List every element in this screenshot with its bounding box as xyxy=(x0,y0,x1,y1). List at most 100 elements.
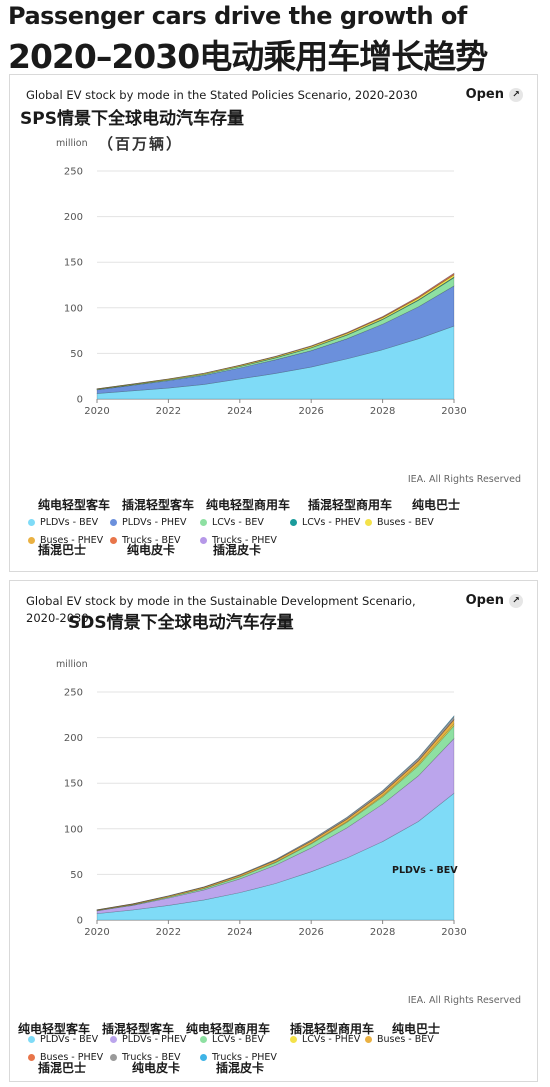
area-series-trucks-bev[interactable] xyxy=(96,272,455,390)
y-tick-label: 150 xyxy=(64,258,83,269)
y-axis-unit: million xyxy=(56,138,88,149)
legend-swatch xyxy=(28,1054,35,1061)
rights-notice: IEA. All Rights Reserved xyxy=(407,995,521,1006)
x-tick-label: 2022 xyxy=(156,406,181,417)
legend-label-zh: 插混轻型客车 xyxy=(122,498,195,512)
area-chart-sds: 0 50 100 150 200 250 2020 2022 2024 2026 2028 2030 xyxy=(64,688,467,939)
y-tick-label: 150 xyxy=(64,779,83,790)
x-tick-label: 2024 xyxy=(227,406,252,417)
chart-title-zh: SDS情景下全球电动汽车存量 xyxy=(68,613,294,633)
external-link-icon: ↗ xyxy=(509,87,523,102)
legend-label: Trucks - BEV xyxy=(122,535,181,546)
y-tick-label: 50 xyxy=(70,870,83,881)
legend-item[interactable]: Trucks - PHEV xyxy=(200,535,277,546)
area-chart-sps: 0 50 100 150 200 250 2020 2022 2024 2026 2028 2030 xyxy=(64,167,467,418)
legend-label: LCVs - BEV xyxy=(212,517,264,528)
chart-panel-sps: Global EV stock by mode in the Stated Po… xyxy=(9,74,538,572)
area-series-buses-bev[interactable] xyxy=(96,719,455,911)
legend-label: Trucks - PHEV xyxy=(212,1052,277,1063)
legend-swatch xyxy=(28,1036,35,1043)
series-annotation: PLDVs - BEV xyxy=(392,865,458,876)
legend-label: PLDVs - BEV xyxy=(40,517,99,528)
legend-label-zh: 纯电皮卡 xyxy=(127,543,176,557)
legend-swatch xyxy=(200,519,207,526)
x-tick-label: 2030 xyxy=(441,406,466,417)
legend-label: Buses - BEV xyxy=(377,517,434,528)
legend-label-zh: 纯电巴士 xyxy=(412,498,461,512)
legend-item[interactable]: PLDVs - BEV xyxy=(28,1034,98,1045)
legend-swatch xyxy=(290,1036,297,1043)
legend-swatch xyxy=(28,519,35,526)
y-tick-label: 200 xyxy=(64,733,83,744)
legend-label: PLDVs - PHEV xyxy=(122,517,187,528)
legend-item[interactable]: Buses - PHEV xyxy=(28,535,103,546)
legend-item[interactable]: Trucks - BEV xyxy=(110,1052,181,1063)
legend-label-zh: 纯电轻型客车 xyxy=(38,498,111,512)
area-series-pldvs-phev[interactable] xyxy=(96,737,455,914)
y-axis-unit-zh: （百万辆） xyxy=(98,135,184,153)
legend-item[interactable]: LCVs - PHEV xyxy=(290,517,360,528)
legend-item[interactable]: Buses - PHEV xyxy=(28,1052,103,1063)
legend-item[interactable]: Buses - BEV xyxy=(365,1034,434,1045)
legend-item[interactable]: Trucks - PHEV xyxy=(200,1052,277,1063)
headline-line1: Passenger cars drive the growth of xyxy=(8,2,467,30)
y-tick-label: 0 xyxy=(77,395,83,406)
area-series-pldvs-phev[interactable] xyxy=(96,285,455,394)
legend-label: Buses - PHEV xyxy=(40,535,104,546)
legend-item[interactable]: PLDVs - BEV xyxy=(28,517,98,528)
open-label: Open xyxy=(465,87,504,102)
legend-label: LCVs - PHEV xyxy=(302,517,361,528)
rights-notice: IEA. All Rights Reserved xyxy=(407,474,521,485)
open-button[interactable]: Open ↗ xyxy=(466,593,523,608)
legend-swatch xyxy=(365,1036,372,1043)
area-series-lcvs-phev[interactable] xyxy=(96,723,455,911)
legend-item[interactable]: Trucks - BEV xyxy=(110,535,181,546)
legend-label-zh: 插混皮卡 xyxy=(213,543,262,557)
x-tick-label: 2028 xyxy=(370,406,395,417)
legend-item[interactable]: Buses - BEV xyxy=(365,517,434,528)
open-label: Open xyxy=(465,593,504,608)
open-button[interactable]: Open ↗ xyxy=(466,87,523,102)
legend-label: Buses - BEV xyxy=(377,1034,434,1045)
legend-item[interactable]: LCVs - BEV xyxy=(200,1034,264,1045)
legend-label: LCVs - BEV xyxy=(212,1034,264,1045)
legend-label-zh: 插混巴士 xyxy=(38,1061,87,1075)
legend-swatch xyxy=(200,1036,207,1043)
y-tick-label: 0 xyxy=(77,916,83,927)
chart-title-zh: SPS情景下全球电动汽车存量 xyxy=(20,109,244,129)
y-tick-label: 50 xyxy=(70,349,83,360)
legend-label: PLDVs - BEV xyxy=(40,1034,99,1045)
legend-label: Buses - PHEV xyxy=(40,1052,104,1063)
legend-label-zh: 插混轻型商用车 xyxy=(308,498,393,512)
area-series-trucks-phev[interactable] xyxy=(96,272,455,390)
legend-swatch xyxy=(200,537,207,544)
area-series-lcvs-bev[interactable] xyxy=(96,277,455,391)
x-tick-label: 2020 xyxy=(84,406,109,417)
legend-label: Trucks - PHEV xyxy=(212,535,277,546)
legend-swatch xyxy=(110,1036,117,1043)
legend-swatch xyxy=(28,537,35,544)
legend-item[interactable]: PLDVs - PHEV xyxy=(110,1034,186,1045)
legend-swatch xyxy=(200,1054,207,1061)
area-series-trucks-phev[interactable] xyxy=(96,714,455,911)
legend-item[interactable]: LCVs - BEV xyxy=(200,517,264,528)
y-tick-label: 250 xyxy=(64,688,83,699)
y-axis-unit: million xyxy=(56,659,88,670)
legend-label-zh: 插混皮卡 xyxy=(216,1061,265,1075)
chart-title: Global EV stock by mode in the Stated Po… xyxy=(26,88,418,102)
y-tick-label: 250 xyxy=(64,167,83,178)
chart-title: Global EV stock by mode in the Sustainab… xyxy=(26,594,416,625)
legend-swatch xyxy=(110,537,117,544)
area-series-lcvs-bev[interactable] xyxy=(96,724,455,912)
legend-item[interactable]: LCVs - PHEV xyxy=(290,1034,360,1045)
legend-label-zh: 纯电皮卡 xyxy=(132,1061,181,1075)
x-tick-label: 2026 xyxy=(298,406,323,417)
legend-swatch xyxy=(365,519,372,526)
x-tick-label: 2022 xyxy=(156,927,181,938)
y-tick-label: 200 xyxy=(64,212,83,223)
legend-item[interactable]: PLDVs - PHEV xyxy=(110,517,186,528)
legend-label-zh: 插混轻型客车 xyxy=(102,1022,175,1036)
y-tick-label: 100 xyxy=(64,824,83,835)
x-tick-label: 2030 xyxy=(441,927,466,938)
chart-panel-sds: Global EV stock by mode in the Sustainab… xyxy=(9,580,538,1082)
